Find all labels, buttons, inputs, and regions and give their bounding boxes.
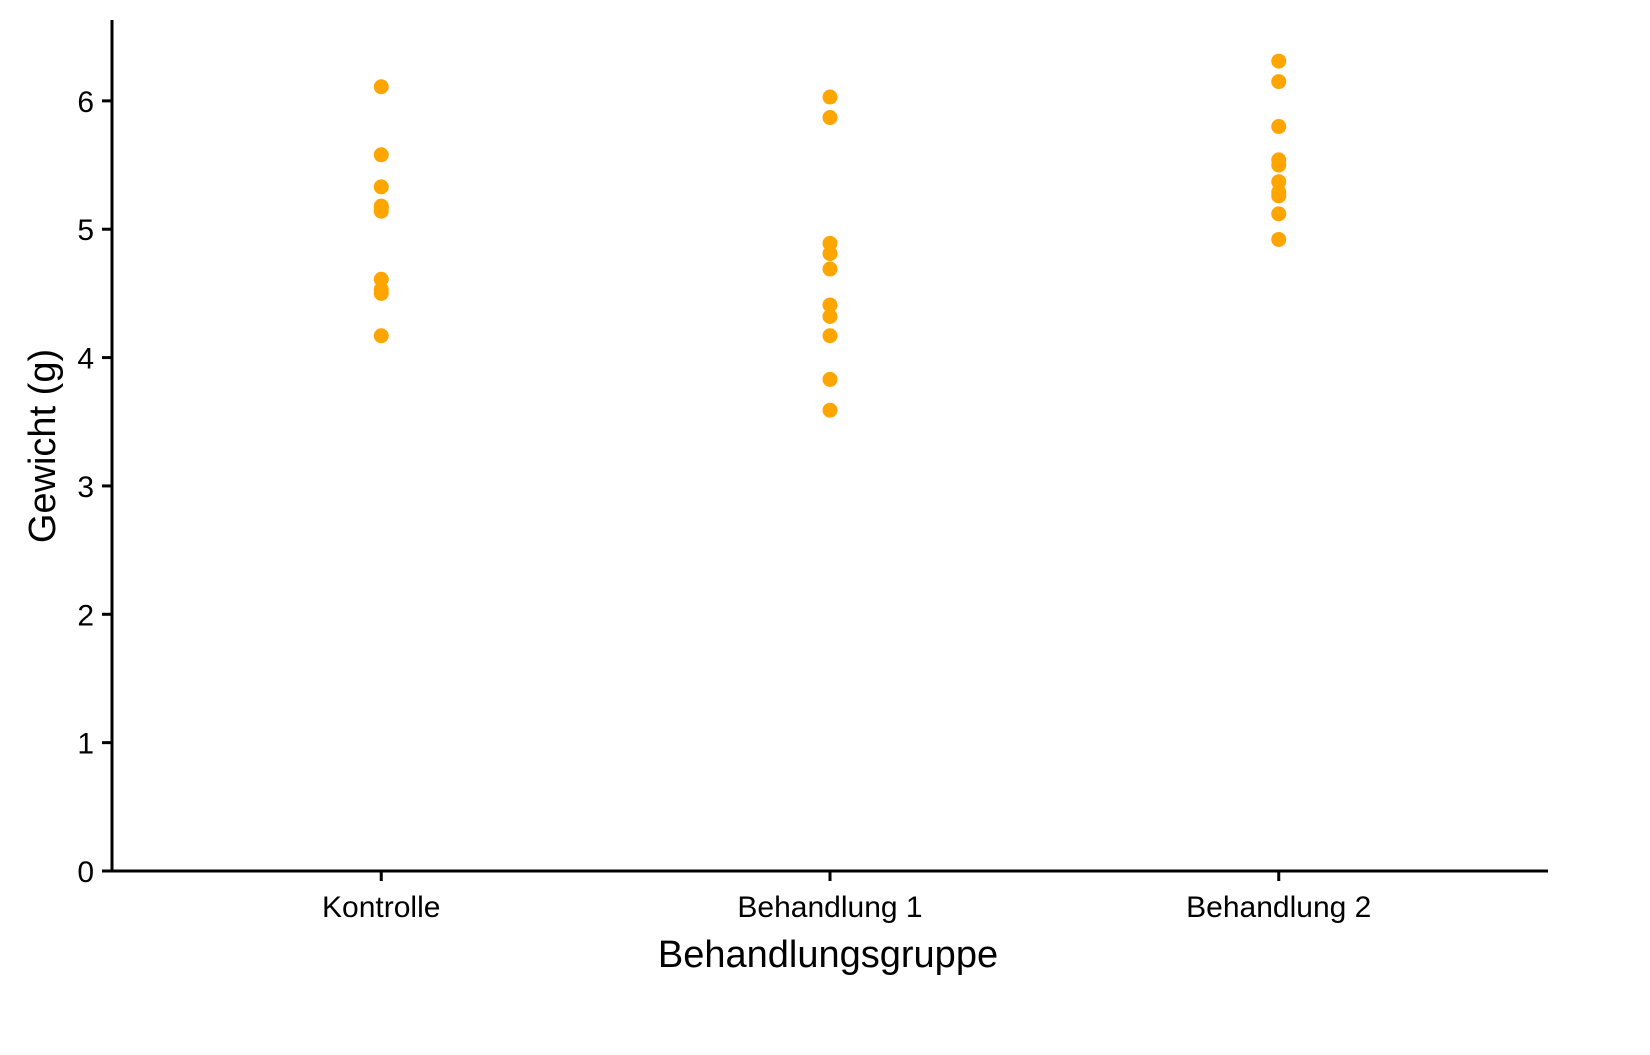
data-point — [1271, 157, 1287, 173]
y-ticks: 0 1 2 3 4 5 6 — [77, 86, 112, 889]
data-point — [373, 147, 389, 163]
data-point — [1271, 231, 1287, 247]
data-point — [1271, 174, 1287, 190]
data-point — [373, 203, 389, 219]
data-point — [1271, 53, 1287, 69]
data-point — [822, 261, 838, 277]
data-point — [1271, 206, 1287, 222]
data-point — [373, 282, 389, 298]
x-tick-label: Behandlung 2 — [1186, 891, 1371, 924]
y-tick-label: 1 — [77, 728, 94, 761]
data-point — [822, 235, 838, 251]
data-point — [822, 309, 838, 325]
data-point — [822, 297, 838, 313]
data-point — [373, 271, 389, 287]
y-tick-label: 4 — [77, 343, 94, 376]
y-tick-label: 5 — [77, 214, 94, 247]
data-point — [1271, 188, 1287, 204]
y-tick-label: 2 — [77, 599, 94, 632]
data-point — [1271, 74, 1287, 90]
y-tick-label: 3 — [77, 471, 94, 504]
data-point — [822, 371, 838, 387]
x-ticks: Kontrolle Behandlung 1 Behandlung 2 — [322, 871, 1371, 924]
y-tick-label: 6 — [77, 86, 94, 119]
points-layer — [373, 53, 1287, 418]
data-point — [373, 179, 389, 195]
x-tick-label: Kontrolle — [322, 891, 440, 924]
data-point — [822, 246, 838, 262]
y-tick-label: 0 — [77, 856, 94, 889]
data-point — [822, 89, 838, 105]
y-axis-label: Gewicht (g) — [22, 349, 64, 543]
x-tick-label: Behandlung 1 — [737, 891, 922, 924]
data-point — [373, 79, 389, 95]
data-point — [373, 328, 389, 344]
data-point — [822, 110, 838, 126]
data-point — [822, 328, 838, 344]
x-axis-label: Behandlungsgruppe — [658, 934, 998, 976]
data-point — [822, 402, 838, 418]
data-point — [1271, 119, 1287, 135]
